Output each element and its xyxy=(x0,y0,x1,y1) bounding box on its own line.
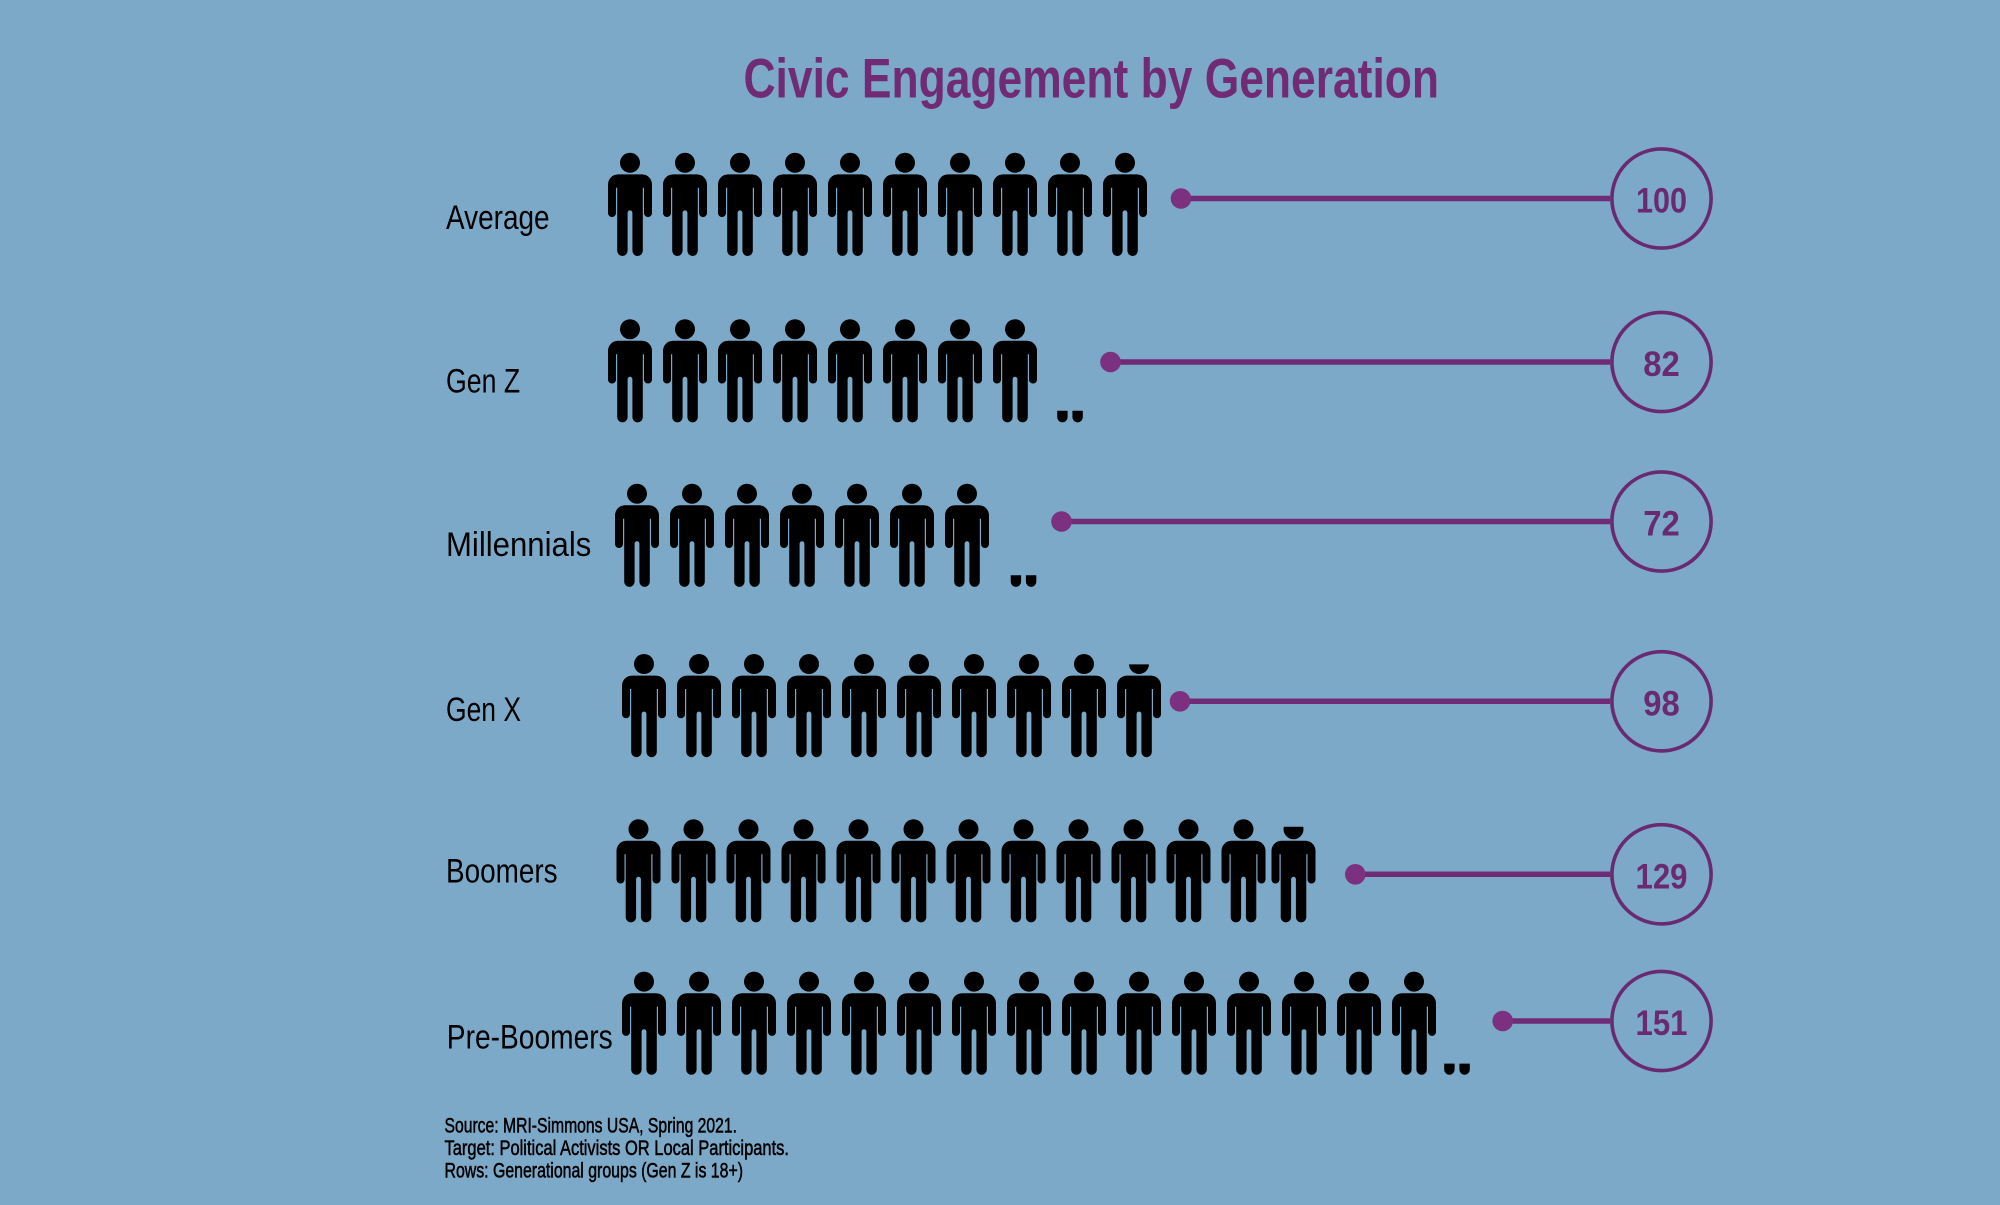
svg-text:Source: MRI-Simmons USA, Sprin: Source: MRI-Simmons USA, Spring 2021. xyxy=(445,1113,738,1137)
svg-text:72: 72 xyxy=(1643,505,1680,544)
svg-text:129: 129 xyxy=(1636,857,1688,896)
svg-text:Boomers: Boomers xyxy=(446,853,558,891)
svg-text:Gen X: Gen X xyxy=(446,691,521,729)
svg-text:Average: Average xyxy=(446,199,550,237)
svg-text:Pre-Boomers: Pre-Boomers xyxy=(447,1019,613,1057)
svg-text:100: 100 xyxy=(1636,182,1687,221)
svg-text:82: 82 xyxy=(1643,345,1680,384)
svg-text:98: 98 xyxy=(1643,684,1680,723)
svg-text:Rows: Generational groups (Gen: Rows: Generational groups (Gen Z is 18+) xyxy=(445,1158,744,1182)
svg-text:Gen Z: Gen Z xyxy=(446,362,520,400)
svg-text:151: 151 xyxy=(1636,1004,1688,1043)
svg-text:Millennials: Millennials xyxy=(446,526,591,564)
svg-text:Civic Engagement by Generation: Civic Engagement by Generation xyxy=(744,47,1440,110)
svg-text:Target: Political Activists OR: Target: Political Activists OR Local Par… xyxy=(445,1136,790,1160)
